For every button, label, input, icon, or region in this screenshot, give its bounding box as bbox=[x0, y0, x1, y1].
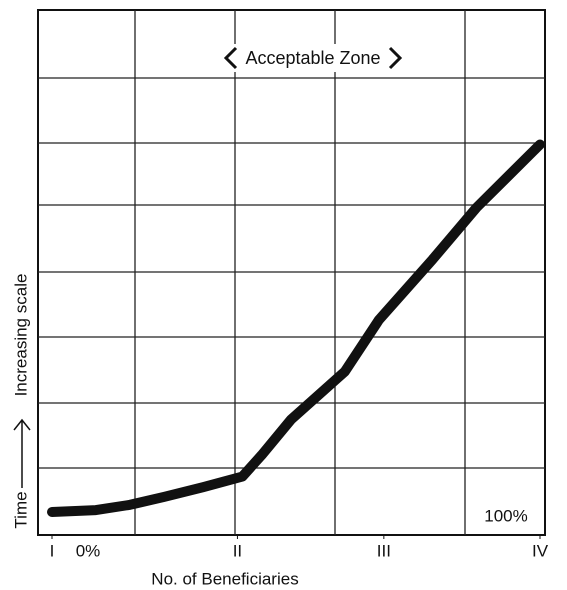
x-tick-label: I bbox=[50, 541, 55, 560]
y-axis-title: Time bbox=[11, 491, 30, 528]
annotation: 0% bbox=[76, 541, 101, 560]
x-tick-label: IV bbox=[532, 541, 549, 560]
grid bbox=[38, 10, 545, 535]
data-line bbox=[47, 139, 545, 517]
annotation: 100% bbox=[484, 506, 527, 525]
chevron-right bbox=[388, 46, 403, 70]
y-axis-title: Increasing scale bbox=[11, 274, 30, 397]
y-axis-arrow bbox=[13, 418, 31, 488]
x-axis-title: No. of Beneficiaries bbox=[151, 569, 298, 588]
chart-title: Acceptable Zone bbox=[245, 48, 380, 68]
chevron-left bbox=[223, 46, 238, 70]
x-tick-label: III bbox=[377, 541, 391, 560]
title-backdrop bbox=[232, 44, 394, 72]
x-tick-label: II bbox=[233, 541, 242, 560]
